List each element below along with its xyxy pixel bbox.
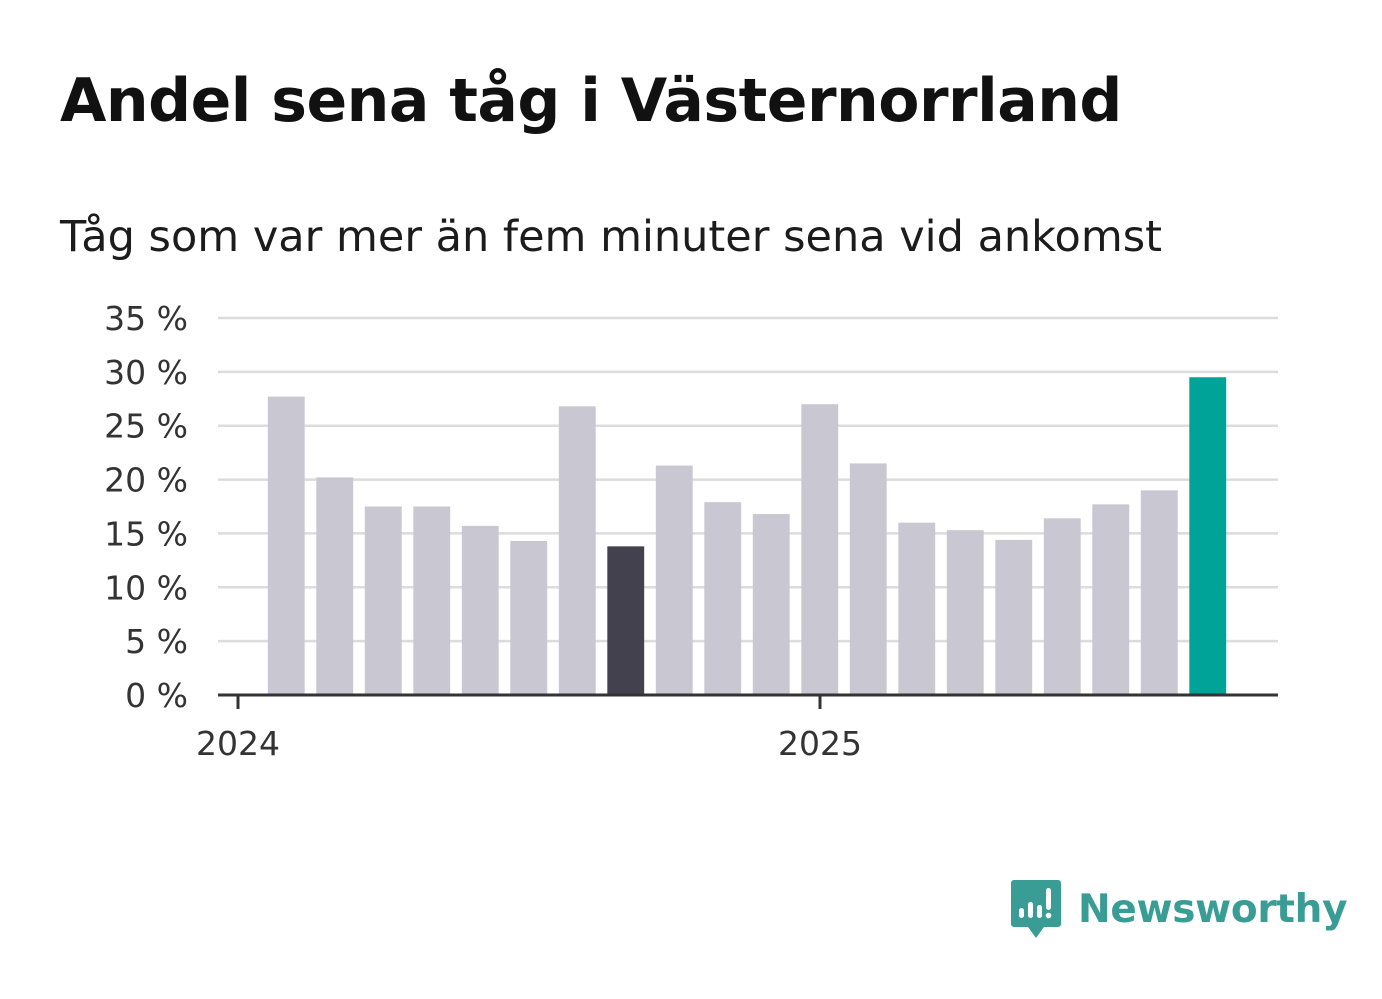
y-tick-label: 0 %: [125, 676, 188, 715]
y-tick-label: 35 %: [104, 299, 188, 338]
bar-2024-07: [558, 406, 596, 695]
y-tick-label: 10 %: [104, 568, 188, 607]
bar-2025-08: [1189, 377, 1227, 695]
bar-2025-05: [1043, 518, 1081, 695]
bar-2024-10: [704, 502, 742, 695]
y-tick-label: 5 %: [125, 622, 188, 661]
bar-2025-02: [898, 522, 936, 695]
bar-2025-06: [1092, 504, 1130, 695]
y-axis-ticks: 0 % 5 % 10 % 15 % 20 % 25 % 30 % 35 %: [104, 299, 188, 715]
chart-subtitle: Tåg som var mer än fem minuter sena vid …: [60, 212, 1163, 262]
bar-2024-09: [655, 465, 693, 695]
newsworthy-logo: Newsworthy: [1010, 878, 1348, 940]
bar-2024-06: [510, 540, 548, 695]
x-tick-label: 2024: [196, 724, 280, 763]
bar-2024-04: [413, 506, 451, 695]
y-tick-label: 15 %: [104, 514, 188, 553]
bar-2025-04: [995, 539, 1033, 695]
bar-2025-07: [1140, 490, 1178, 695]
bar-2024-02: [316, 477, 354, 695]
bar-2024-03: [364, 506, 402, 695]
bar-2024-05: [461, 525, 499, 695]
bar-2025-03: [946, 530, 984, 695]
y-tick-label: 30 %: [104, 353, 188, 392]
x-tick-label: 2025: [778, 724, 862, 763]
chart-title: Andel sena tåg i Västernorrland: [60, 66, 1122, 136]
bar-2024-11: [752, 514, 790, 695]
bar-2024-08: [607, 546, 645, 695]
bar-2024-12: [801, 404, 839, 695]
bar-2024-01: [267, 396, 305, 695]
x-axis: 2024 2025: [196, 693, 1278, 763]
y-tick-label: 25 %: [104, 407, 188, 446]
bar-2025-01: [849, 463, 887, 695]
bars: [267, 377, 1227, 695]
y-tick-label: 20 %: [104, 461, 188, 500]
bar-chart-speech-bubble-icon: [1011, 880, 1061, 938]
brand-name: Newsworthy: [1078, 886, 1348, 932]
